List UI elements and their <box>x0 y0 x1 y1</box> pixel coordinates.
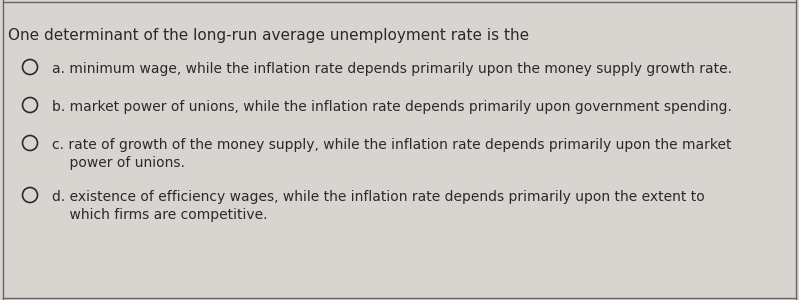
Text: One determinant of the long-run average unemployment rate is the: One determinant of the long-run average … <box>8 28 529 43</box>
Text: which firms are competitive.: which firms are competitive. <box>52 208 268 222</box>
Text: d. existence of efficiency wages, while the inflation rate depends primarily upo: d. existence of efficiency wages, while … <box>52 190 705 204</box>
Text: power of unions.: power of unions. <box>52 156 185 170</box>
Text: c. rate of growth of the money supply, while the inflation rate depends primaril: c. rate of growth of the money supply, w… <box>52 138 732 152</box>
Text: b. market power of unions, while the inflation rate depends primarily upon gover: b. market power of unions, while the inf… <box>52 100 732 114</box>
Text: a. minimum wage, while the inflation rate depends primarily upon the money suppl: a. minimum wage, while the inflation rat… <box>52 62 732 76</box>
